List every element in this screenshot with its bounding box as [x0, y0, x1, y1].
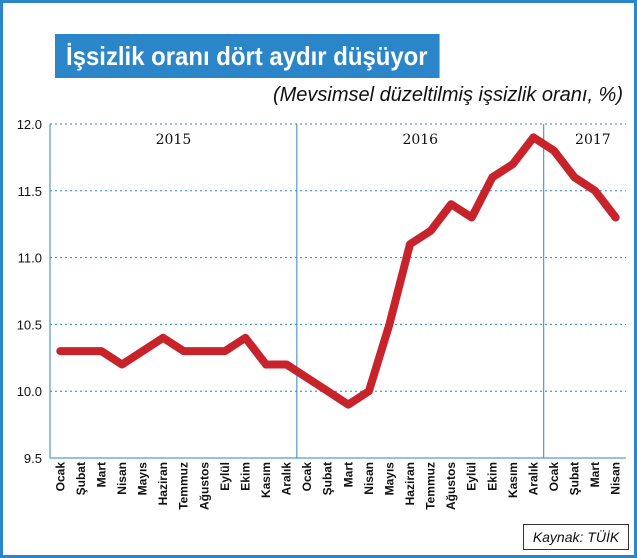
x-tick-label: Temmuz	[177, 462, 191, 510]
data-point	[488, 173, 496, 181]
year-label: 2015	[156, 132, 192, 148]
data-point	[509, 160, 517, 168]
y-tick-label: 10.0	[17, 384, 42, 399]
data-point	[159, 334, 167, 342]
x-tick-label: Ağustos	[197, 462, 211, 510]
data-point	[447, 200, 455, 208]
year-label: 2016	[402, 132, 438, 148]
data-point	[56, 347, 64, 355]
x-tick-label: Kasım	[506, 462, 520, 498]
data-point	[529, 133, 537, 141]
series-line-group	[56, 133, 620, 409]
data-point	[468, 214, 476, 222]
data-point	[406, 240, 414, 248]
data-point	[241, 334, 249, 342]
x-tick-label: Nisan	[609, 462, 623, 495]
x-tick-label: Ocak	[300, 462, 314, 492]
gridlines	[49, 123, 626, 459]
data-point	[324, 387, 332, 395]
x-tick-label: Mart	[341, 462, 355, 487]
data-point	[221, 347, 229, 355]
y-tick-label: 11.0	[18, 251, 42, 266]
x-tick-label: Temmuz	[424, 462, 438, 510]
x-tick-label: Aralık	[280, 462, 294, 496]
data-point	[139, 347, 147, 355]
x-tick-label: Ekim	[238, 462, 252, 491]
data-point	[550, 147, 558, 155]
x-tick-label: Aralık	[526, 462, 540, 496]
x-tick-label: Mayıs	[382, 462, 396, 496]
x-tick-label: Şubat	[74, 462, 88, 495]
y-tick-label: 12.0	[17, 117, 42, 132]
x-tick-label: Mart	[588, 462, 602, 487]
data-point	[344, 401, 352, 409]
x-tick-label: Şubat	[568, 462, 582, 495]
data-point	[303, 374, 311, 382]
data-point	[77, 347, 85, 355]
x-tick-label: Eylül	[218, 462, 232, 491]
series-line	[56, 133, 620, 409]
x-tick-label: Mayıs	[136, 462, 150, 496]
y-axis-ticks: 12.0 11.5 11.0 10.5 10.0 9.5	[17, 117, 42, 466]
data-point	[118, 360, 126, 368]
data-point	[365, 387, 373, 395]
year-labels: 2015 2016 2017	[156, 132, 611, 148]
data-point	[283, 360, 291, 368]
source-label: Kaynak: TÜİK	[523, 524, 629, 550]
y-tick-label: 10.5	[17, 317, 42, 332]
y-tick-label: 11.5	[18, 184, 42, 199]
x-tick-label: Ekim	[485, 462, 499, 491]
x-tick-label: Kasım	[259, 462, 273, 498]
chart-subtitle: (Mevsimsel düzeltilmiş işsizlik oranı, %…	[272, 84, 623, 106]
y-tick-label: 9.5	[24, 451, 42, 466]
x-tick-label: Nisan	[115, 462, 129, 495]
x-tick-label: Ocak	[53, 462, 67, 492]
year-dividers	[296, 124, 545, 458]
data-point	[385, 320, 393, 328]
x-tick-label: Ocak	[547, 462, 561, 492]
data-point	[591, 187, 599, 195]
x-tick-label: Nisan	[362, 462, 376, 495]
data-point	[180, 347, 188, 355]
data-point	[200, 347, 208, 355]
x-tick-label: Haziran	[156, 462, 170, 505]
x-tick-label: Haziran	[403, 462, 417, 505]
data-point	[262, 360, 270, 368]
x-tick-label: Mart	[94, 462, 108, 487]
x-axis-ticks: Ocak Şubat Mart Nisan Mayıs Haziran Temmuz Ağus…	[53, 462, 622, 510]
data-point	[571, 173, 579, 181]
x-tick-label: Şubat	[321, 462, 335, 495]
x-tick-label: Eylül	[465, 462, 479, 491]
data-point	[612, 214, 620, 222]
data-point	[97, 347, 105, 355]
data-point	[427, 227, 435, 235]
year-label: 2017	[575, 132, 611, 148]
x-tick-label: Ağustos	[444, 462, 458, 510]
chart-title: İşsizlik oranı dört aydır düşüyor	[55, 34, 440, 78]
